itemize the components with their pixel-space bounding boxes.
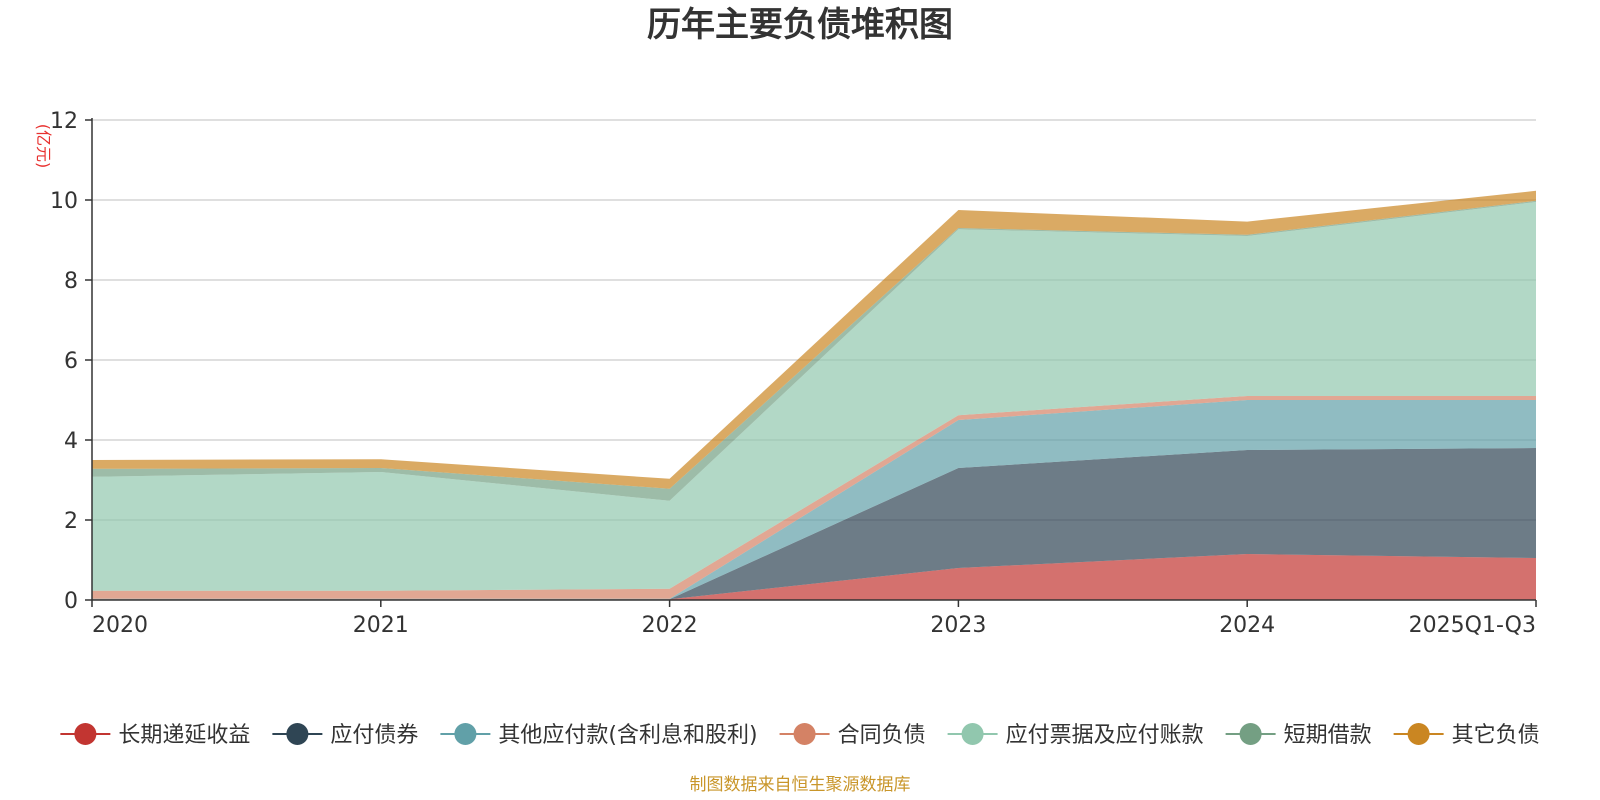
y-tick-label: 10 (50, 189, 78, 214)
x-tick-label: 2021 (353, 613, 409, 638)
legend-item[interactable]: 其它负债 (1393, 723, 1540, 748)
legend-marker (1407, 723, 1430, 745)
x-tick-label: 2023 (930, 613, 986, 638)
legend-item[interactable]: 长期递延收益 (60, 723, 250, 748)
y-axis-unit-label: (亿元) (34, 124, 53, 169)
x-axis-ticks: 2020 2021 2022 2023 2024 2025Q1-Q3 (91, 600, 1537, 638)
y-axis-ticks: 0 2 4 6 8 10 12 (50, 109, 92, 614)
x-tick-label: 2022 (642, 613, 698, 638)
x-tick-label: 2024 (1219, 613, 1275, 638)
legend: 长期递延收益 应付债券 其他应付款(含利息和股利) 合同负债 应付票据及应付账款 短期借款… (60, 723, 1540, 748)
legend-marker (454, 723, 477, 745)
legend-label: 应付票据及应付账款 (1006, 723, 1204, 748)
legend-label: 其它负债 (1452, 723, 1540, 748)
legend-label: 合同负债 (838, 723, 926, 748)
y-tick-label: 6 (64, 349, 78, 374)
legend-item[interactable]: 其他应付款(含利息和股利) (440, 723, 758, 748)
area-series-其他应付款(含利息和股利) (92, 400, 1536, 600)
legend-item[interactable]: 应付债券 (272, 723, 418, 748)
legend-marker (1239, 723, 1262, 745)
area-series-长期递延收益 (92, 554, 1536, 600)
data-source-note: 制图数据来自恒生聚源数据库 (690, 775, 911, 795)
legend-item[interactable]: 应付票据及应付账款 (947, 723, 1204, 748)
x-tick-label: 2020 (92, 613, 148, 638)
legend-marker (74, 723, 97, 745)
y-tick-label: 4 (64, 429, 78, 454)
y-tick-label: 0 (64, 589, 78, 614)
legend-label: 应付债券 (330, 723, 418, 748)
legend-label: 其他应付款(含利息和股利) (498, 723, 757, 748)
area-series-短期借款 (92, 200, 1536, 501)
area-series-应付债券 (92, 448, 1536, 600)
y-tick-label: 8 (64, 269, 78, 294)
y-tick-label: 12 (50, 109, 78, 134)
legend-marker (286, 723, 309, 745)
legend-item[interactable]: 短期借款 (1225, 723, 1372, 748)
area-series (92, 190, 1536, 600)
legend-marker (793, 723, 816, 745)
legend-label: 长期递延收益 (118, 723, 250, 748)
legend-item[interactable]: 合同负债 (779, 723, 926, 748)
legend-marker (961, 723, 984, 745)
x-tick-label: 2025Q1-Q3 (1409, 613, 1536, 638)
chart-title: 历年主要负债堆积图 (647, 5, 953, 45)
legend-label: 短期借款 (1284, 723, 1372, 748)
y-tick-label: 2 (64, 509, 78, 534)
area-series-应付票据及应付账款 (92, 202, 1536, 591)
